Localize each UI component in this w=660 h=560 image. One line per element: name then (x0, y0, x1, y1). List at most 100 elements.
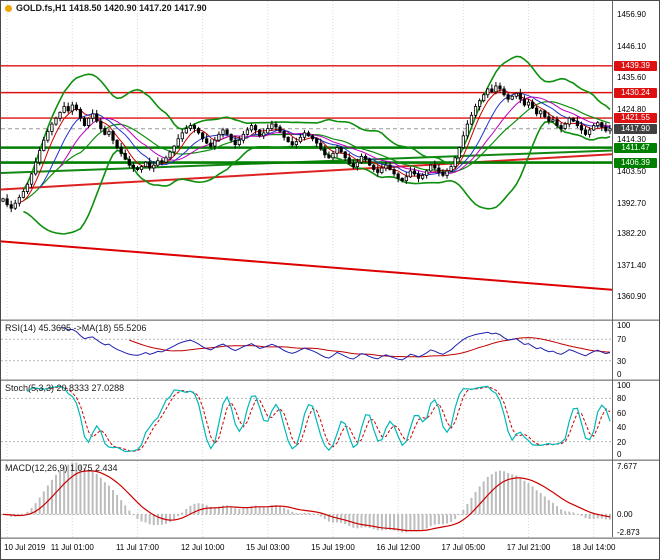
candle-body (17, 196, 21, 204)
candle-body (343, 151, 347, 159)
candle-body (604, 126, 608, 132)
candle-body (404, 176, 408, 182)
candle-body (50, 123, 54, 132)
chart-symbol-icon (5, 4, 12, 12)
macd-tick-label: 7.677 (617, 462, 638, 472)
stoch-tick-label: 0 (617, 450, 622, 459)
candle-body (156, 160, 160, 166)
candle-body (34, 161, 38, 175)
rsi-plot[interactable] (1, 321, 612, 379)
macd-plot[interactable] (1, 461, 612, 537)
candle-body (478, 100, 482, 107)
candle-body (115, 139, 119, 148)
candle-body (180, 132, 184, 140)
time-axis-label: 15 Jul 19:00 (311, 543, 355, 552)
stoch-tick-label: 100 (617, 381, 631, 390)
price-level-badge: 1406.39 (614, 157, 657, 168)
candle-body (376, 169, 380, 173)
macd-histogram (6, 462, 611, 533)
candle-body (567, 117, 571, 125)
candle-body (510, 95, 514, 100)
stoch-tick-label: 40 (617, 423, 626, 433)
candle-body (392, 169, 396, 175)
ma-slow-magenta (59, 96, 611, 174)
candle-body (461, 135, 465, 148)
candle-body (355, 161, 360, 167)
candle-body (290, 141, 294, 146)
rsi-label: RSI(14) 45.3695 ->MA(18) 55.5206 (5, 323, 147, 333)
candle-body (539, 110, 543, 115)
candle-body (262, 132, 266, 137)
candle-body (91, 113, 95, 119)
candle-body (95, 113, 99, 122)
price-level-badge: 1411.47 (614, 142, 657, 153)
candle-body (5, 198, 9, 206)
price-plot[interactable] (1, 1, 612, 319)
candle-body (38, 150, 42, 163)
candle-body (339, 147, 343, 153)
candle-body (119, 147, 123, 154)
candle-body (13, 202, 17, 209)
candle-body (453, 157, 457, 167)
candle-body (111, 131, 115, 141)
rsi-ma-line (129, 337, 611, 358)
panel-divider[interactable] (1, 379, 659, 381)
macd-panel[interactable]: 7.677 0.00 -2.873 MACD(12,26,9) 1.075 2.43… (1, 461, 659, 537)
time-axis-label: 15 Jul 03:00 (246, 543, 290, 552)
candle-body (74, 104, 78, 110)
time-axis-label: 11 Jul 17:00 (115, 543, 159, 552)
candle-body (152, 164, 156, 169)
candle-body (233, 139, 237, 146)
candle-body (486, 88, 490, 96)
candle-body (99, 120, 103, 129)
macd-tick-label: 0.00 (617, 510, 633, 520)
candle-body (241, 133, 245, 141)
panel-divider[interactable] (1, 319, 659, 321)
candle-body (58, 111, 62, 119)
candle-body (176, 138, 180, 147)
price-tick-label: 1424.80 (617, 104, 646, 114)
candle-body (139, 166, 144, 170)
price-level-badge: 1421.55 (614, 113, 657, 124)
candle-body (400, 177, 404, 182)
rsi-axis: 100 70 30 0 (613, 321, 659, 379)
candle-body (518, 92, 522, 100)
candle-body (579, 125, 584, 131)
time-axis[interactable]: 10 Jul 2019 11 Jul 01:00 11 Jul 17:00 12 Ju… (1, 539, 659, 559)
candle-body (535, 107, 539, 115)
stoch-signal-line (35, 386, 611, 452)
candle-body (131, 164, 135, 169)
candle-body (445, 170, 449, 176)
candle-body (416, 173, 421, 179)
stochastic-panel[interactable]: 100 80 60 40 20 0 Stoch(5,3,3) 20.8333 27.028… (1, 381, 659, 459)
rising-red-ma-line (1, 153, 612, 191)
candle-body (327, 154, 331, 159)
candle-body (502, 88, 506, 96)
candle-body (372, 164, 376, 170)
stochastic-plot[interactable] (1, 381, 612, 459)
descending-trendline (1, 240, 612, 291)
candle-body (583, 129, 588, 135)
rsi-panel[interactable]: 100 70 30 0 RSI(14) 45.3695 ->MA(18) 55.520… (1, 321, 659, 379)
panel-divider[interactable] (1, 459, 659, 461)
candle-body (237, 139, 241, 146)
candle-body (429, 164, 433, 172)
price-tick-label: 1360.90 (617, 291, 646, 301)
candle-body (25, 183, 30, 192)
candle-body (306, 132, 311, 137)
candle-body (571, 117, 575, 122)
candle-body (29, 173, 34, 185)
candle-body (363, 155, 368, 160)
rsi-tick-label: 30 (617, 356, 626, 366)
stoch-tick-label: 20 (617, 437, 626, 447)
macd-tick-label: -2.873 (617, 528, 640, 537)
price-tick-label: 1371.40 (617, 261, 646, 271)
time-axis-label: 17 Jul 05:00 (441, 543, 486, 552)
rsi-tick-label: 0 (617, 370, 622, 379)
price-level-badge: 1439.39 (614, 60, 657, 71)
candle-body (42, 139, 46, 151)
main-price-panel[interactable]: 1456.90 1446.10 1435.60 1424.80 1414.30 1403.… (1, 1, 659, 319)
candle-body (482, 94, 486, 102)
candle-body (144, 161, 148, 167)
candle-body (408, 170, 412, 178)
